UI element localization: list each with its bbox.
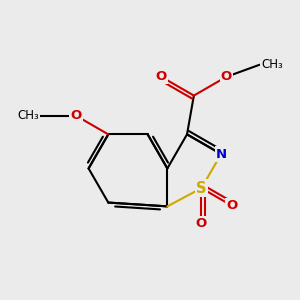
Text: O: O — [156, 70, 167, 83]
Text: O: O — [220, 70, 232, 83]
Text: S: S — [196, 181, 207, 196]
Text: O: O — [70, 109, 82, 122]
Text: N: N — [216, 148, 227, 160]
Text: O: O — [196, 217, 207, 230]
Text: CH₃: CH₃ — [17, 109, 39, 122]
Text: CH₃: CH₃ — [261, 58, 283, 71]
Text: O: O — [226, 200, 238, 212]
